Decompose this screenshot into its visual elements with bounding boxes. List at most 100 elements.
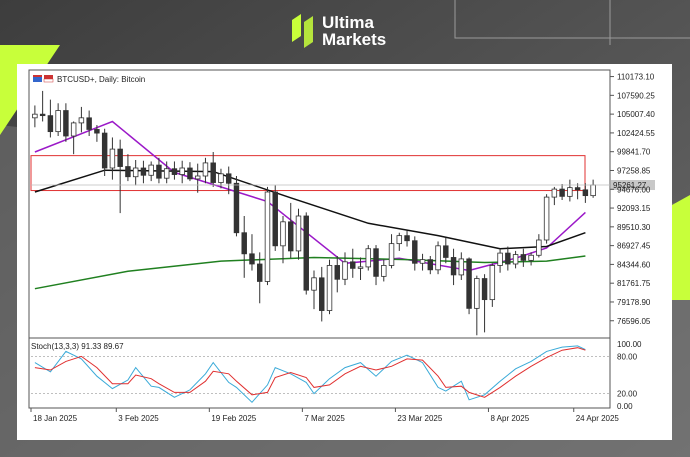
chart-header: BTCUSD+, Daily: Bitcoin — [33, 75, 145, 84]
candle — [520, 248, 527, 267]
bear-candle-body — [101, 132, 108, 169]
candle — [39, 90, 46, 122]
stoch-level-label: 20.00 — [617, 390, 638, 399]
bear-candle-body — [171, 168, 178, 175]
brand-name-line2: Markets — [322, 30, 387, 49]
candle — [567, 179, 573, 202]
bull-candle-body — [70, 122, 77, 137]
resistance-zone — [30, 155, 586, 192]
bear-candle-body — [404, 235, 410, 242]
bear-candle-body — [582, 189, 589, 197]
candle — [326, 259, 333, 315]
candle — [264, 186, 271, 286]
candle — [311, 270, 317, 310]
candle — [171, 161, 178, 180]
bear-candle-body — [210, 162, 216, 183]
x-axis-tick-label: 7 Mar 2025 — [304, 414, 345, 423]
bear-candle-body — [520, 254, 527, 261]
bull-candle-body — [536, 239, 542, 256]
candle — [357, 257, 364, 280]
candle — [419, 253, 426, 271]
bear-candle-body — [466, 258, 472, 309]
candle — [481, 274, 488, 333]
bull-candle-body — [381, 265, 387, 277]
bull-candle-body — [388, 243, 395, 266]
candle — [94, 125, 100, 142]
accent-shape-right — [672, 195, 690, 300]
bull-candle-body — [179, 167, 185, 175]
y-axis-tick-label: 86927.45 — [617, 242, 651, 251]
bull-candle-body — [458, 258, 465, 276]
candle — [319, 266, 325, 322]
bull-candle-body — [194, 175, 201, 180]
chart-panel: 95261.27 100.00 80.00 20.00 0.00 110173.10 1… — [17, 64, 672, 440]
y-axis-tick-label: 107590.25 — [617, 91, 655, 100]
bull-candle-body — [163, 168, 170, 179]
candle — [148, 161, 154, 182]
candle — [505, 246, 511, 271]
candle — [303, 212, 309, 295]
stoch-level-label: 0.00 — [617, 402, 633, 411]
price-chart[interactable]: 95261.27 100.00 80.00 20.00 0.00 110173.10 1… — [17, 64, 672, 440]
bear-candle-body — [373, 248, 379, 277]
candle — [334, 256, 340, 293]
candle — [551, 186, 558, 206]
bull-candle-body — [365, 248, 371, 268]
candle — [489, 263, 496, 307]
candle — [365, 245, 371, 271]
candle — [210, 152, 216, 187]
candle — [342, 252, 348, 286]
candle — [435, 241, 441, 275]
bear-candle-body — [140, 167, 147, 176]
bear-candle-body — [156, 164, 162, 179]
bull-candle-body — [132, 167, 139, 178]
bear-candle-body — [241, 232, 247, 255]
chart-symbol-label: BTCUSD+, Daily: Bitcoin — [57, 75, 145, 84]
bear-candle-body — [63, 110, 69, 137]
y-axis-tick-label: 92093.15 — [617, 204, 651, 213]
candle — [512, 250, 519, 269]
candle — [163, 161, 170, 184]
bear-candle-body — [39, 113, 46, 117]
candle — [388, 234, 395, 269]
bear-candle-body — [225, 173, 232, 184]
bear-candle-body — [505, 252, 511, 265]
bull-candle-body — [109, 148, 116, 169]
bear-candle-body — [233, 182, 240, 234]
bull-candle-body — [295, 215, 302, 252]
stochastic-label: Stoch(13,3,3) 91.33 89.67 — [31, 342, 124, 351]
brand-logo: Ultima Markets — [292, 14, 386, 48]
bull-candle-body — [435, 245, 441, 271]
candle — [55, 103, 61, 136]
y-axis-tick-label: 84344.60 — [617, 260, 651, 269]
candle — [474, 275, 480, 336]
bull-candle-body — [512, 254, 519, 265]
bull-candle-body — [357, 266, 364, 269]
bull-candle-body — [567, 187, 573, 197]
bull-candle-body — [489, 265, 496, 301]
candle — [528, 252, 534, 266]
bear-candle-body — [450, 257, 457, 276]
candle — [295, 208, 302, 260]
bear-candle-body — [256, 263, 263, 282]
stoch-level-label: 80.00 — [617, 352, 638, 361]
candle — [202, 157, 209, 184]
bull-candle-body — [202, 162, 209, 177]
instrument-flag-icon — [33, 75, 54, 83]
candle — [47, 99, 54, 138]
candle — [70, 121, 77, 155]
candle — [427, 256, 434, 275]
bear-candle-body — [443, 245, 449, 258]
candle — [582, 183, 589, 203]
candle — [497, 248, 503, 273]
bull-candle-body — [497, 252, 503, 266]
candle — [32, 105, 38, 128]
bear-candle-body — [288, 221, 294, 252]
candle — [280, 216, 286, 264]
bear-candle-body — [249, 253, 255, 265]
candle — [381, 259, 387, 282]
candle — [249, 234, 255, 271]
bear-candle-body — [94, 129, 100, 134]
bull-candle-body — [78, 117, 85, 124]
y-axis-tick-label: 81761.75 — [617, 279, 651, 288]
